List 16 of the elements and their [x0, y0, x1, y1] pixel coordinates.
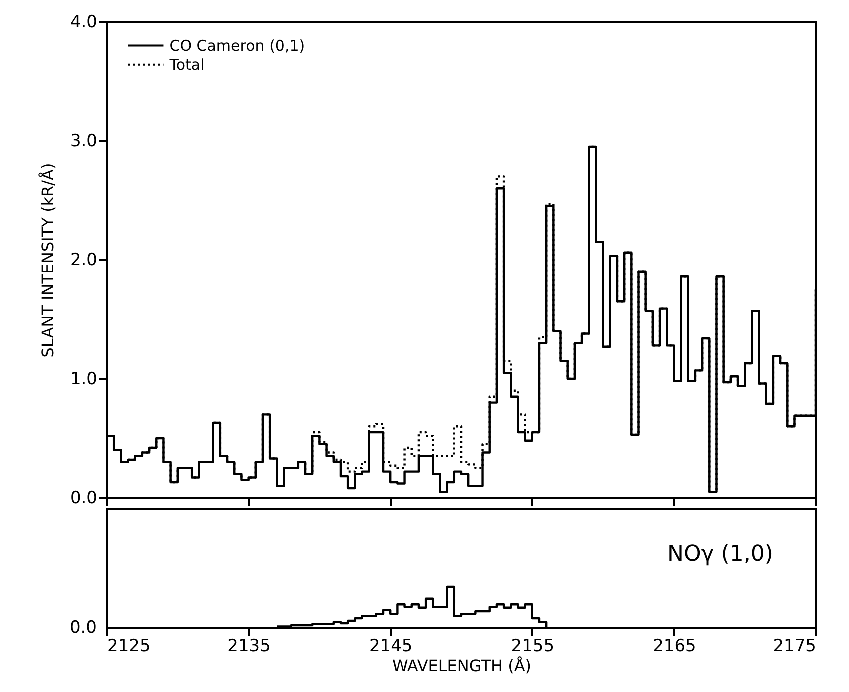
legend-label: CO Cameron (0,1): [170, 36, 306, 55]
y-tick-label: 1.0: [70, 370, 98, 390]
x-tick-label: 2155: [511, 636, 555, 656]
y-axis-title: SLANT INTENSITY (kR/Å): [38, 163, 58, 358]
x-tick-label: 2175: [773, 636, 816, 656]
legend-label: Total: [168, 56, 205, 74]
x-tick-label: 2125: [108, 636, 151, 656]
y-tick-label: 2.0: [70, 250, 98, 270]
x-tick-label: 2165: [653, 636, 696, 656]
x-tick-label: 2145: [369, 636, 413, 656]
x-tick-label: 2135: [228, 636, 271, 656]
y-tick-label: 3.0: [70, 132, 98, 152]
text: NOγ (1,0): [668, 542, 774, 568]
y-tick-label: 4.0: [70, 12, 98, 32]
y-tick-label: 0.0: [70, 488, 98, 508]
x-axis-title: WAVELENGTH (Å): [392, 656, 532, 676]
